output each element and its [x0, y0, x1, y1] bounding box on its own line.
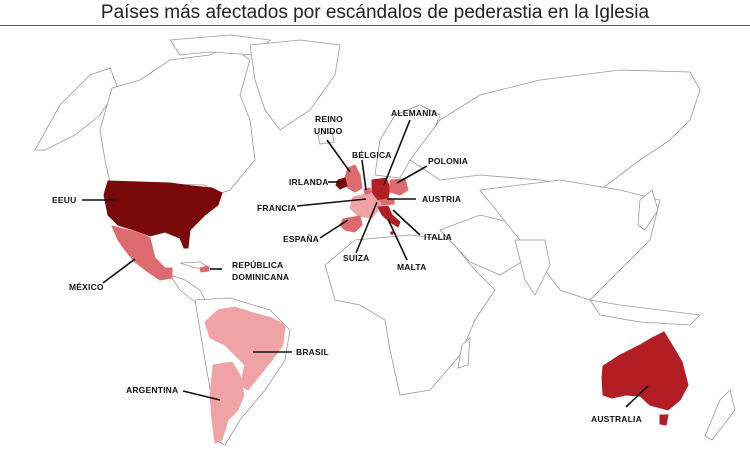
country-malta[interactable] [390, 231, 394, 235]
land-indonesia [589, 299, 701, 326]
label-italia: ITALIA [424, 232, 452, 242]
label-irlanda: IRLANDA [289, 177, 329, 187]
label-reino-unido-1: REINO [315, 114, 343, 124]
country-irlanda[interactable] [335, 177, 348, 190]
label-alemania: ALEMANIA [391, 108, 437, 118]
country-austria[interactable] [379, 198, 395, 206]
country-mexico[interactable] [111, 225, 173, 281]
land-cuba [179, 261, 212, 269]
land-iceland [317, 131, 335, 145]
country-brasil[interactable] [204, 306, 286, 391]
leader-argentina [182, 390, 221, 401]
country-labels: EEUU MÉXICO REPÚBLICA DOMINICANA BRASIL … [52, 108, 642, 424]
country-australia[interactable] [601, 331, 689, 411]
leader-polonia [396, 165, 428, 184]
label-eeuu: EEUU [52, 195, 76, 205]
land-new-zealand [704, 389, 736, 441]
label-reino-unido-2: UNIDO [314, 126, 343, 136]
label-australia: AUSTRALIA [591, 414, 642, 424]
leader-italia [392, 209, 421, 236]
label-argentina: ARGENTINA [126, 385, 178, 395]
leader-malta [387, 218, 408, 261]
label-rep-dom-2: DOMINICANA [232, 272, 289, 282]
leader-australia [625, 385, 649, 408]
label-belgica: BÉLGICA [352, 150, 392, 160]
land-japan [637, 189, 659, 231]
world-map: EEUU MÉXICO REPÚBLICA DOMINICANA BRASIL … [34, 34, 736, 446]
land-madagascar [457, 337, 471, 369]
label-mexico: MÉXICO [69, 282, 104, 292]
country-tasmania[interactable] [659, 414, 669, 426]
land-india [514, 239, 551, 296]
highlighted-countries [103, 164, 689, 444]
land-central-america [169, 274, 206, 303]
label-brasil: BRASIL [296, 347, 329, 357]
leader-alemania [383, 119, 411, 186]
label-polonia: POLONIA [428, 156, 468, 166]
land-russia [409, 69, 701, 191]
country-italia[interactable] [377, 205, 401, 228]
title-divider [0, 25, 750, 26]
leader-francia [296, 198, 367, 207]
country-argentina[interactable] [209, 361, 245, 444]
land-greenland [249, 39, 341, 131]
leader-lines [82, 119, 649, 408]
country-espana[interactable] [339, 215, 363, 233]
country-eeuu[interactable] [103, 180, 223, 249]
label-espana: ESPAÑA [283, 234, 319, 244]
country-rep-dominicana[interactable] [199, 265, 210, 273]
label-rep-dom-1: REPÚBLICA [232, 259, 283, 270]
leader-suiza [355, 201, 378, 254]
land-canada [99, 44, 256, 196]
leader-belgica [361, 159, 367, 191]
label-malta: MALTA [397, 262, 426, 272]
land-scandinavia [374, 104, 441, 179]
label-suiza: SUIZA [343, 253, 370, 263]
label-austria: AUSTRIA [422, 194, 461, 204]
leader-espana [319, 219, 349, 239]
leader-reino-unido [326, 139, 351, 173]
label-francia: FRANCIA [257, 203, 297, 213]
map-title: Países más afectados por escándalos de p… [100, 2, 650, 23]
leader-mexico [102, 258, 136, 284]
